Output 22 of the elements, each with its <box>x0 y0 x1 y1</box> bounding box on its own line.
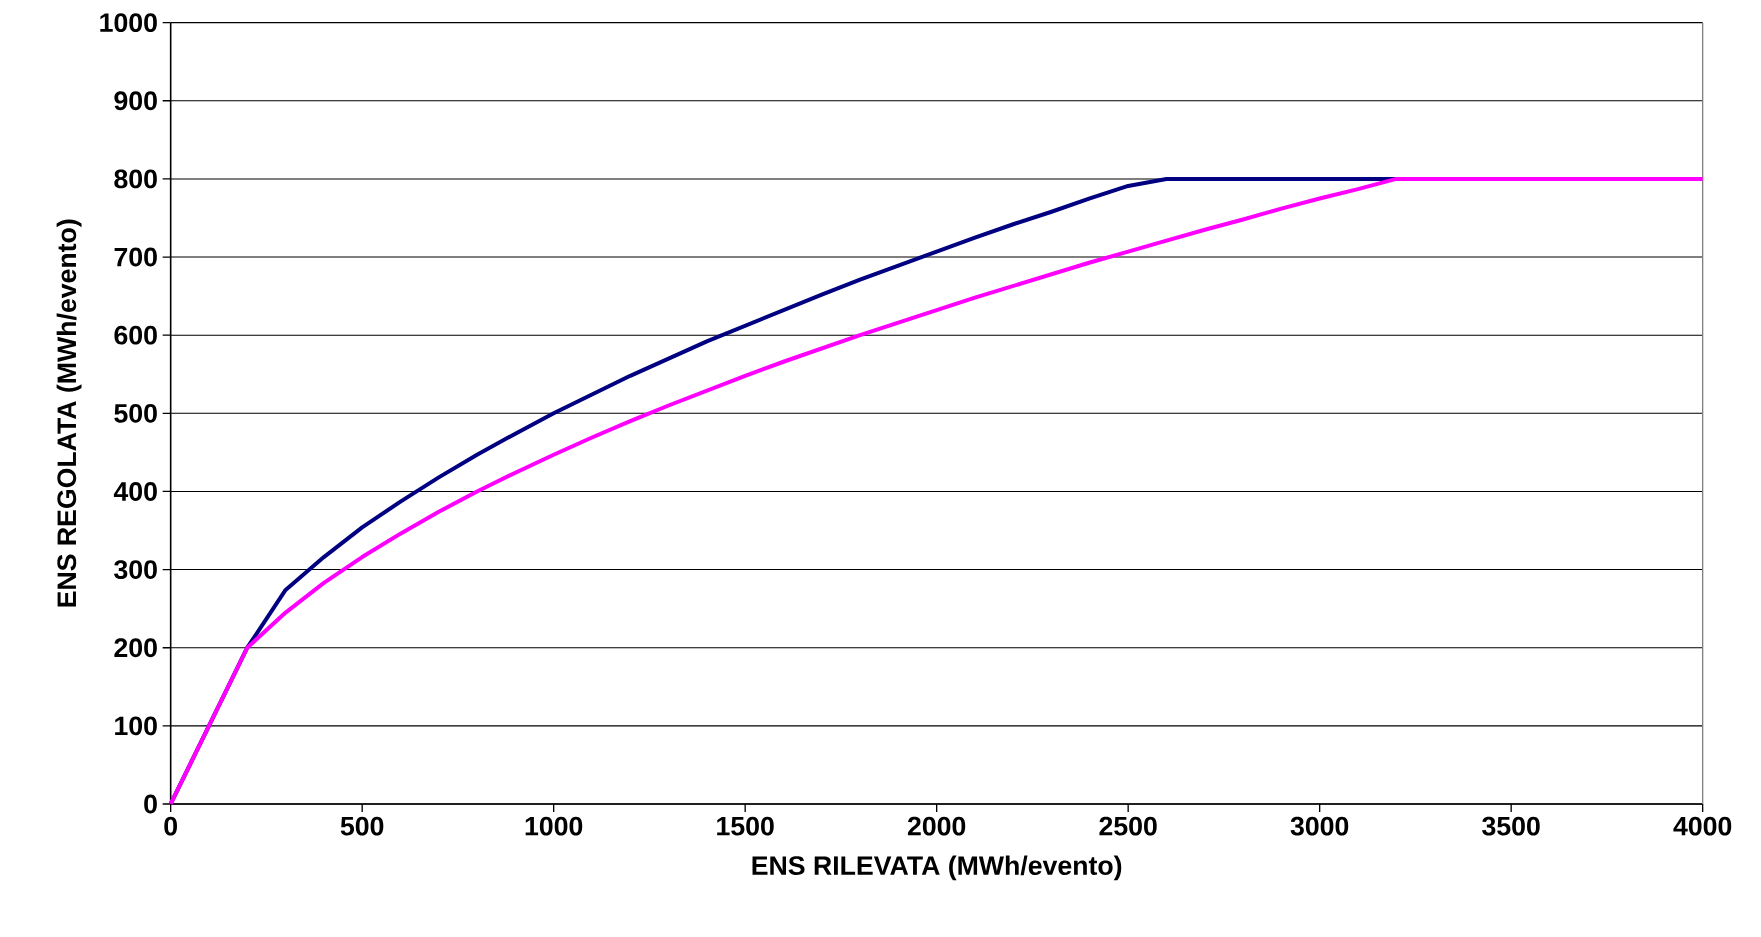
x-axis-title: ENS RILEVATA (MWh/evento) <box>752 855 1122 881</box>
y-tick-label: 400 <box>113 482 157 501</box>
x-tick-label: 0 <box>164 816 177 836</box>
y-tick-label: 1000 <box>100 13 157 33</box>
x-tick-label: 3000 <box>1290 816 1349 836</box>
x-tick-label: 500 <box>340 816 384 836</box>
y-tick-label: 600 <box>114 325 157 345</box>
y-tick-label: 0 <box>144 794 157 814</box>
x-tick-label: 1500 <box>717 816 774 836</box>
y-tick-label: 900 <box>114 91 157 111</box>
y-tick-label: 100 <box>115 716 157 736</box>
y-tick-label: 500 <box>114 403 157 423</box>
x-tick-label: 2500 <box>1099 816 1157 836</box>
x-tick-label: 3500 <box>1482 816 1540 836</box>
x-tick-label: 2000 <box>907 816 966 836</box>
x-tick-label: 1000 <box>525 816 583 836</box>
y-tick-label: 700 <box>114 247 157 267</box>
y-tick-label: 200 <box>114 638 157 658</box>
y-tick-label: 300 <box>114 560 157 580</box>
y-tick-label: 800 <box>114 169 157 189</box>
x-tick-label: 4000 <box>1673 816 1732 836</box>
y-axis-title: ENS REGOLATA (MWh/evento) <box>56 219 82 607</box>
